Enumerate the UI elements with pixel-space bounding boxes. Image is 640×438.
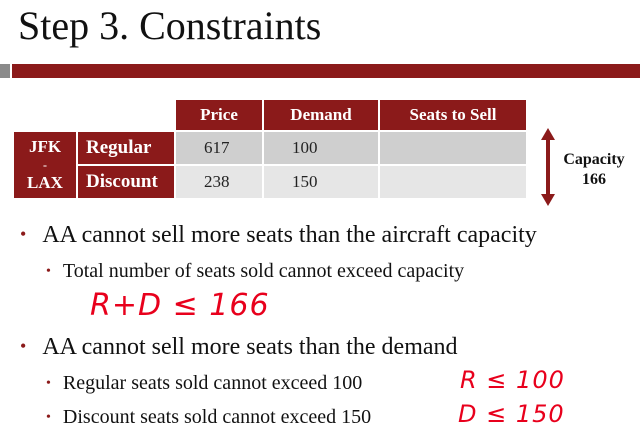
double-arrow-icon xyxy=(541,128,555,206)
sub-bullet-capacity: • Total number of seats sold cannot excee… xyxy=(46,260,464,283)
route-destination: LAX xyxy=(27,173,63,192)
route-origin: JFK xyxy=(28,137,62,156)
bullet-dot: • xyxy=(20,336,27,356)
seats-regular xyxy=(380,132,526,164)
handwritten-regular-constraint: R ≤ 100 xyxy=(460,366,565,394)
row-label-discount: Discount xyxy=(78,166,174,198)
route-cell: JFK - LAX xyxy=(14,132,76,198)
bullet-dot: • xyxy=(46,264,51,279)
header-price: Price xyxy=(176,100,262,130)
demand-discount: 150 xyxy=(264,166,378,198)
header-demand: Demand xyxy=(264,100,378,130)
price-discount: 238 xyxy=(176,166,262,198)
pricing-table: Price Demand Seats to Sell JFK - LAX Reg… xyxy=(12,98,528,200)
blank-cell xyxy=(78,100,174,130)
row-label-regular: Regular xyxy=(78,132,174,164)
slide-title: Step 3. Constraints xyxy=(18,3,322,48)
bullet-text: AA cannot sell more seats than the deman… xyxy=(42,334,458,360)
route-separator: - xyxy=(43,158,47,172)
table-row: Discount 238 150 xyxy=(14,166,526,198)
capacity-value: 166 xyxy=(582,171,606,188)
price-regular: 617 xyxy=(176,132,262,164)
bullet-text: Discount seats sold cannot exceed 150 xyxy=(62,406,372,428)
sub-bullet-regular: • Regular seats sold cannot exceed 100 xyxy=(46,372,362,395)
title-rule xyxy=(12,64,640,78)
title-rule-left xyxy=(0,64,10,78)
bullet-dot: • xyxy=(46,376,51,391)
bullet-demand: • AA cannot sell more seats than the dema… xyxy=(20,334,458,361)
sub-bullet-discount: • Discount seats sold cannot exceed 150 xyxy=(46,406,371,429)
demand-regular: 100 xyxy=(264,132,378,164)
bullet-capacity: • AA cannot sell more seats than the airc… xyxy=(20,222,537,249)
table-row: JFK - LAX Regular 617 100 xyxy=(14,132,526,198)
capacity-title: Capacity xyxy=(563,151,625,168)
handwritten-capacity-constraint: R+D ≤ 166 xyxy=(90,288,270,323)
blank-cell xyxy=(14,100,76,130)
bullet-dot: • xyxy=(20,224,27,244)
bullet-text: Regular seats sold cannot exceed 100 xyxy=(62,372,363,394)
header-seats-to-sell: Seats to Sell xyxy=(380,100,526,130)
seats-discount xyxy=(380,166,526,198)
bullet-dot: • xyxy=(46,410,51,425)
bullet-text: Total number of seats sold cannot exceed… xyxy=(62,260,465,282)
handwritten-discount-constraint: D ≤ 150 xyxy=(458,400,565,428)
bullet-text: AA cannot sell more seats than the aircr… xyxy=(42,222,537,248)
table-header-row: Price Demand Seats to Sell xyxy=(14,100,526,130)
capacity-label: Capacity 166 xyxy=(552,150,636,190)
